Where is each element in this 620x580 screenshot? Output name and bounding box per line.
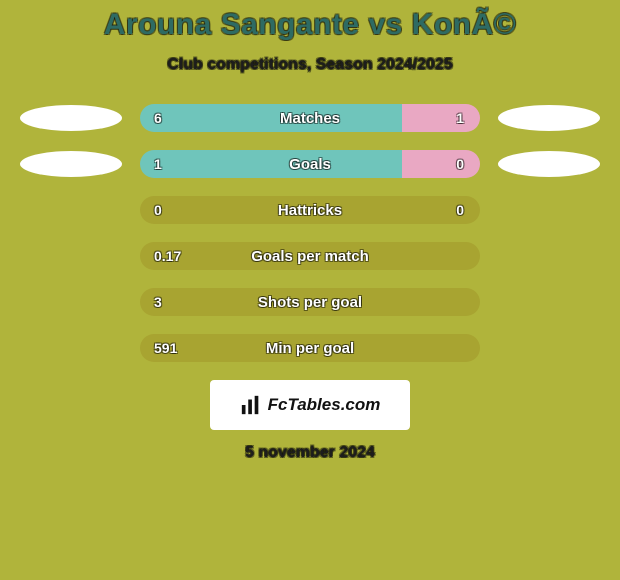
stat-bar: 00Hattricks <box>140 196 480 224</box>
stat-row: 591Min per goal <box>0 334 620 362</box>
stat-bar: 10Goals <box>140 150 480 178</box>
stat-row: 0.17Goals per match <box>0 242 620 270</box>
stat-metric-label: Shots per goal <box>140 294 480 311</box>
player-right-ellipse <box>498 105 600 131</box>
player-right-ellipse <box>498 151 600 177</box>
stat-bar: 3Shots per goal <box>140 288 480 316</box>
player-left-ellipse <box>20 151 122 177</box>
stat-bar: 591Min per goal <box>140 334 480 362</box>
logo-text: FcTables.com <box>268 395 381 415</box>
stat-row: 61Matches <box>0 104 620 132</box>
stat-metric-label: Goals per match <box>140 248 480 265</box>
stat-row: 10Goals <box>0 150 620 178</box>
page-title: Arouna Sangante vs KonÃ© <box>0 0 620 42</box>
bars-icon <box>240 394 262 416</box>
subtitle: Club competitions, Season 2024/2025 <box>0 56 620 74</box>
stat-row: 3Shots per goal <box>0 288 620 316</box>
player-left-ellipse <box>20 105 122 131</box>
stat-rows: 61Matches 10Goals 00Hattricks 0.17Goals per… <box>0 104 620 362</box>
stat-metric-label: Hattricks <box>140 202 480 219</box>
date-label: 5 november 2024 <box>0 444 620 462</box>
fctables-logo: FcTables.com <box>210 380 410 430</box>
stat-metric-label: Min per goal <box>140 340 480 357</box>
stat-metric-label: Matches <box>140 110 480 127</box>
comparison-infographic: Arouna Sangante vs KonÃ© Club competitio… <box>0 0 620 580</box>
stat-bar: 0.17Goals per match <box>140 242 480 270</box>
stat-row: 00Hattricks <box>0 196 620 224</box>
stat-bar: 61Matches <box>140 104 480 132</box>
stat-metric-label: Goals <box>140 156 480 173</box>
